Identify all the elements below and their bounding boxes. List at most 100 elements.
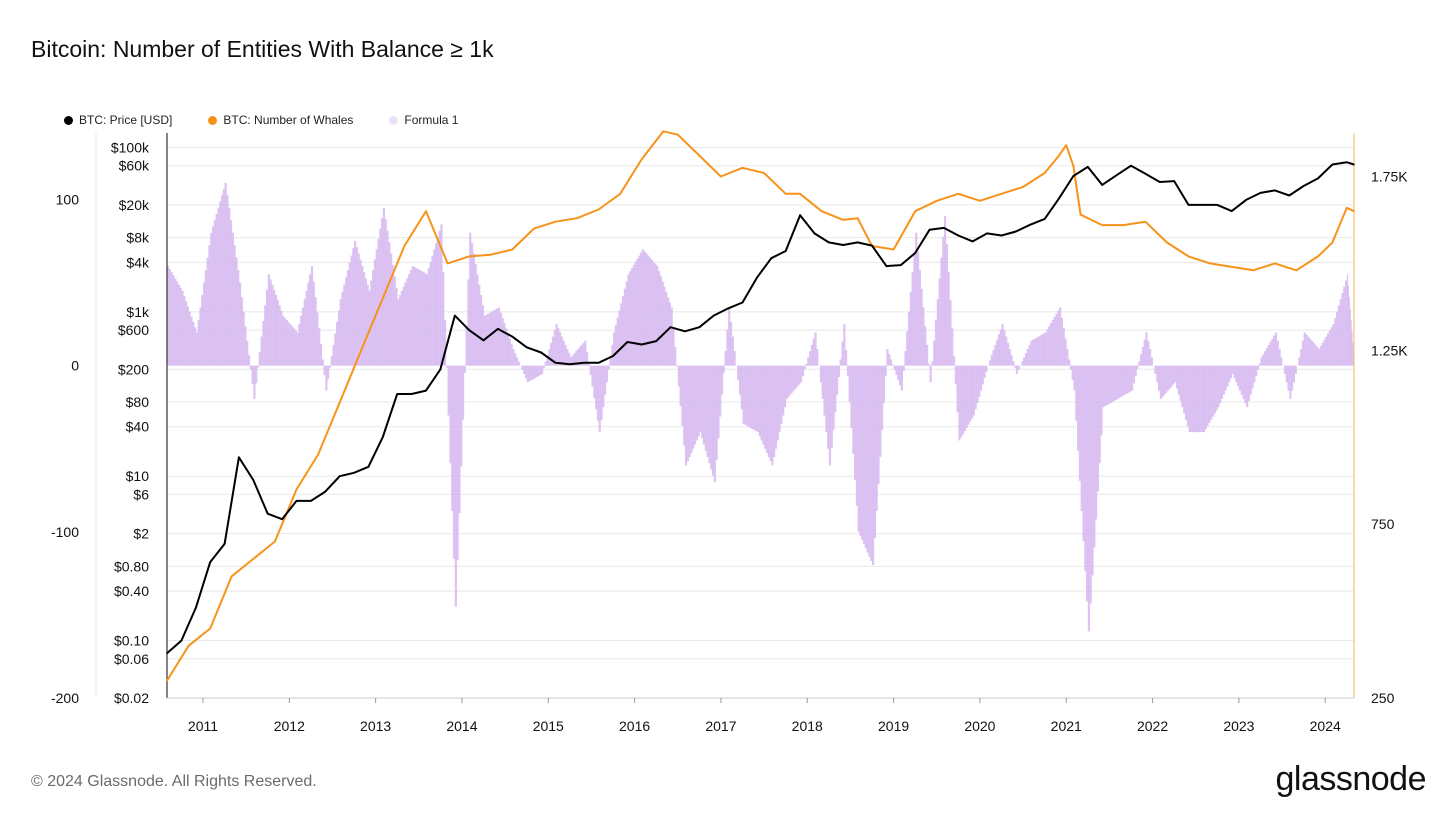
price-line-point xyxy=(583,361,586,364)
formula-series xyxy=(167,182,1355,632)
formula-bar xyxy=(679,365,682,407)
whales-line-point xyxy=(820,210,823,213)
price-line-point xyxy=(1173,180,1175,182)
formula-bar xyxy=(1109,365,1112,404)
formula-bar xyxy=(1210,365,1213,420)
price-line-point xyxy=(684,330,686,333)
whales-line-point xyxy=(1122,224,1125,226)
formula-bar xyxy=(742,365,745,424)
formula-bar xyxy=(898,365,902,386)
formula-bar xyxy=(1147,340,1150,366)
formula-bar xyxy=(1125,365,1128,394)
formula-bar xyxy=(1186,365,1189,426)
formula-bar xyxy=(404,282,407,366)
legend-item-formula[interactable]: Formula 1 xyxy=(389,113,458,127)
formula-bar xyxy=(1055,313,1058,366)
formula-bar xyxy=(814,332,817,366)
formula-bar xyxy=(386,230,389,366)
formula-bar xyxy=(711,365,715,476)
formula-bar xyxy=(1327,333,1330,366)
formula-bar xyxy=(726,329,729,366)
formula-bar xyxy=(260,336,263,366)
formula-bar xyxy=(846,365,850,377)
legend-item-whales[interactable]: BTC: Number of Whales xyxy=(208,113,353,127)
formula-bar xyxy=(345,277,348,366)
formula-bar xyxy=(325,365,328,391)
formula-bar xyxy=(535,365,538,378)
formula-bar xyxy=(783,365,787,408)
formula-bar xyxy=(445,365,448,368)
formula-bar xyxy=(868,365,871,557)
formula-bar xyxy=(505,328,508,366)
formula-bar xyxy=(1120,365,1123,397)
formula-bar xyxy=(1127,365,1130,393)
formula-bar xyxy=(517,361,520,366)
price-tick-label: $40 xyxy=(126,419,150,435)
formula-bar xyxy=(1071,365,1074,381)
formula-bar xyxy=(1161,365,1164,397)
formula-bar xyxy=(370,280,373,366)
formula-bar xyxy=(1300,349,1303,366)
formula-bar xyxy=(1068,359,1071,366)
formula-bar xyxy=(197,319,200,366)
formula-bar xyxy=(623,288,627,366)
whales-line-point xyxy=(1065,144,1068,146)
price-line-point xyxy=(1087,166,1089,168)
formula-bar xyxy=(208,245,211,366)
formula-bar xyxy=(515,357,519,366)
formula-bar xyxy=(328,365,332,368)
formula-bar xyxy=(1244,365,1247,404)
formula-bar xyxy=(638,255,641,366)
formula-bar xyxy=(1014,365,1017,368)
formula-bar xyxy=(472,253,475,366)
formula-bar xyxy=(170,272,173,366)
formula-bar xyxy=(880,365,884,431)
formula-bar xyxy=(965,365,968,428)
formula-bar xyxy=(634,261,637,366)
formula-bar xyxy=(787,365,790,397)
formula-bar xyxy=(1100,365,1103,436)
formula-bar xyxy=(692,365,695,449)
price-tick-label: $0.10 xyxy=(114,633,149,649)
formula-bar xyxy=(1134,365,1137,377)
x-tick-label: 2014 xyxy=(446,718,477,734)
price-line-point xyxy=(511,335,514,338)
formula-bar xyxy=(512,349,515,366)
formula-bar xyxy=(605,365,609,383)
formula-bar xyxy=(931,361,934,366)
whales-line-point xyxy=(1346,206,1348,209)
whales-line-point xyxy=(597,208,600,211)
whales-line-point xyxy=(1317,255,1319,258)
formula-bar xyxy=(577,349,580,366)
formula-bar xyxy=(179,287,182,366)
formula-bar xyxy=(1222,365,1225,395)
formula-bar xyxy=(780,365,783,424)
formula-bar xyxy=(341,291,344,366)
formula-bar xyxy=(854,365,857,480)
formula-bar xyxy=(190,316,193,366)
formula-bar xyxy=(1219,365,1222,404)
formula-bar xyxy=(794,365,797,389)
formula-bar xyxy=(983,365,986,379)
formula-bar xyxy=(731,336,734,366)
formula-bar xyxy=(373,259,377,366)
formula-bar xyxy=(864,365,868,549)
formula-bar xyxy=(1242,365,1245,399)
whales-line-point xyxy=(446,262,449,265)
formula-bar xyxy=(803,365,806,370)
formula-bar xyxy=(969,365,972,422)
price-line-point xyxy=(324,490,327,493)
formula-bar xyxy=(663,286,666,366)
formula-bar xyxy=(915,232,918,366)
formula-bar xyxy=(812,338,815,366)
formula-bar xyxy=(352,248,355,366)
formula-bar xyxy=(1060,317,1064,366)
formula-bar xyxy=(1089,365,1092,604)
legend-item-price[interactable]: BTC: Price [USD] xyxy=(64,113,172,127)
formula-bar xyxy=(1118,365,1121,398)
formula-bar xyxy=(809,351,812,366)
whales-line-point xyxy=(1295,269,1298,272)
formula-bar xyxy=(1059,307,1062,366)
formula-bar xyxy=(821,365,824,399)
formula-bar xyxy=(648,257,652,366)
